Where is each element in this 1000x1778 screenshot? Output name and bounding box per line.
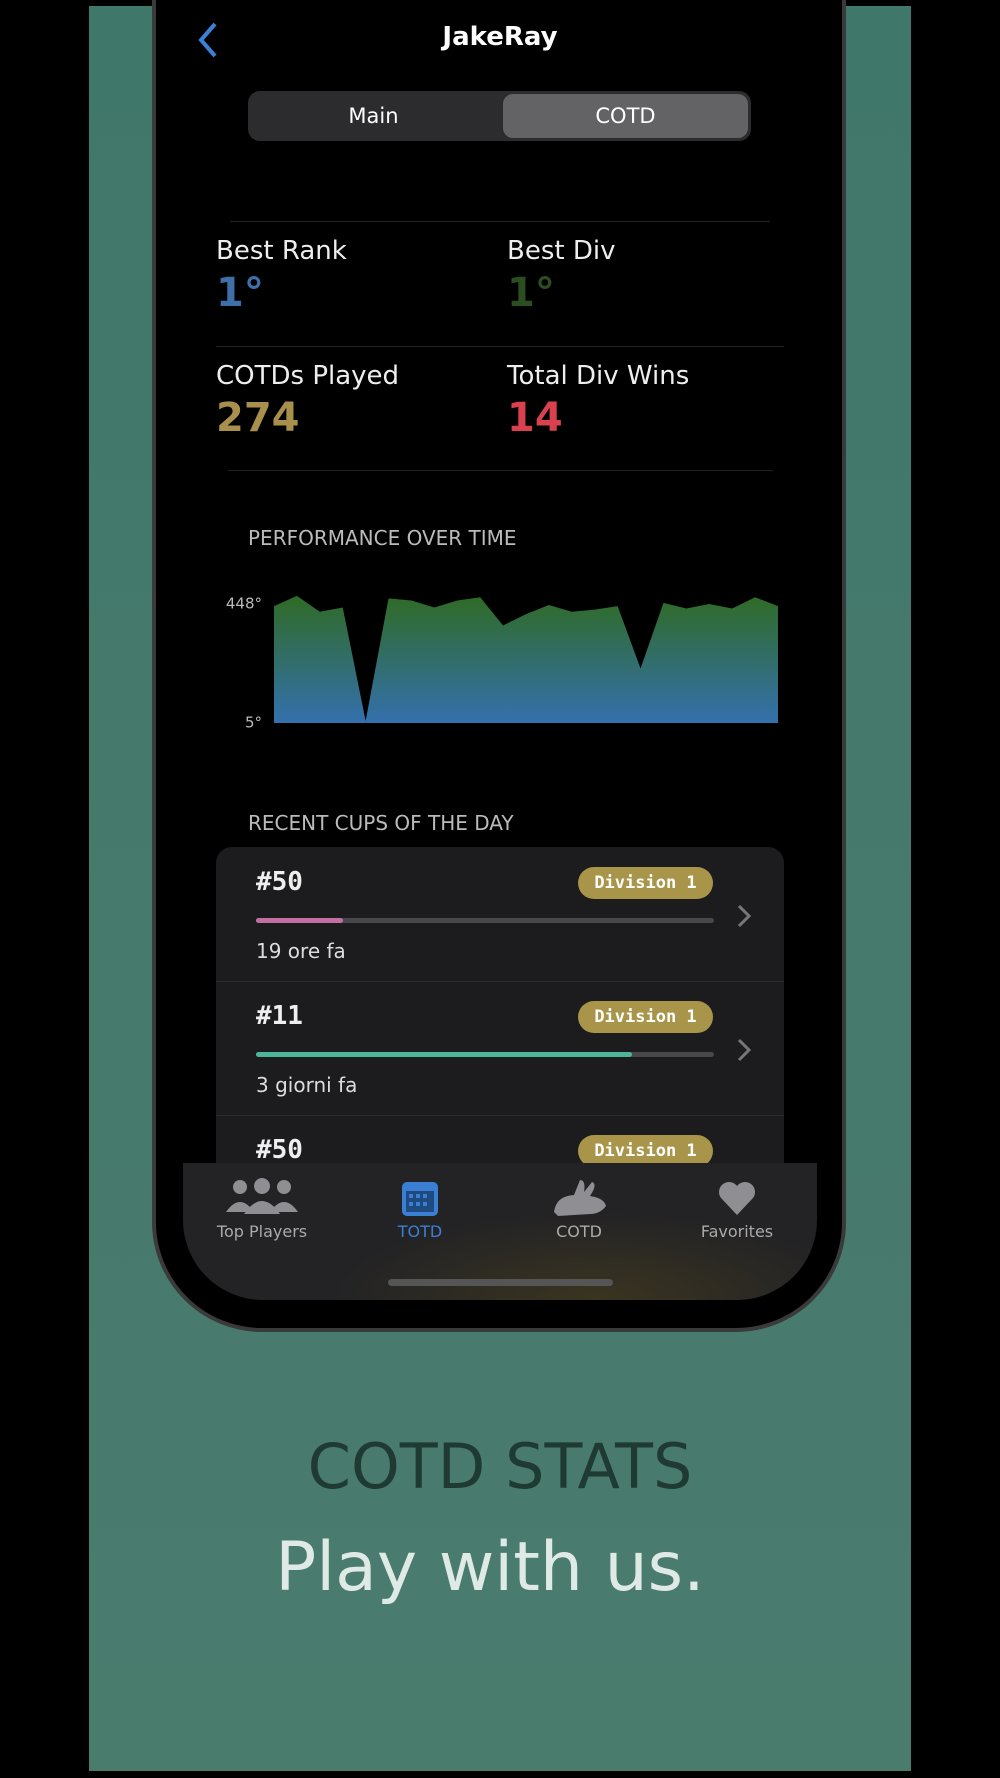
stat-label: COTDs Played	[216, 361, 400, 391]
cup-row[interactable]: #50 Division 1 19 ore fa	[216, 847, 784, 982]
cup-number: #50	[256, 867, 303, 897]
section-title: PERFORMANCE OVER TIME	[248, 526, 517, 550]
stat-value: 14	[507, 395, 563, 441]
chevron	[737, 904, 752, 928]
section-title: RECENT CUPS OF THE DAY	[248, 811, 514, 835]
progress-track	[256, 1052, 714, 1057]
stat-label: Best Div	[507, 236, 616, 266]
stat-label: Best Rank	[216, 236, 347, 266]
tab-icon	[554, 1180, 606, 1216]
home-indicator	[388, 1279, 613, 1286]
tab[interactable]: Top Players	[216, 1222, 308, 1241]
time-ago: 3 giorni fa	[256, 1073, 358, 1097]
chevron	[737, 1038, 752, 1062]
divider	[230, 221, 770, 222]
promo-headline: COTD STATS	[307, 1430, 693, 1503]
progress-track	[256, 918, 714, 923]
stat-value: 1°	[507, 270, 555, 316]
cup-row[interactable]: #50 Division 1	[216, 1115, 784, 1163]
stat-value: 1°	[216, 270, 264, 316]
divider	[216, 346, 784, 347]
tab[interactable]: Favorites	[700, 1222, 774, 1241]
y-tick-label: 5°	[245, 714, 262, 732]
stat-label: Total Div Wins	[507, 361, 690, 391]
tab[interactable]: COTD	[556, 1222, 602, 1241]
segment-selected[interactable]: COTD	[503, 94, 748, 138]
tab-icon	[226, 1178, 298, 1214]
cup-number: #11	[256, 1001, 303, 1031]
progress-fill	[256, 918, 344, 923]
divider	[228, 470, 773, 471]
tab-icon	[719, 1182, 755, 1215]
time-ago: 19 ore fa	[256, 939, 346, 963]
recent-list: #50 Division 1 19 ore fa #11 Division 1 3 gio…	[216, 847, 784, 1163]
progress-fill	[256, 1052, 632, 1057]
tab-icon	[402, 1182, 438, 1216]
promo-tagline: Play with us.	[275, 1528, 705, 1607]
division-badge: Division 1	[578, 1135, 713, 1163]
chevron-path	[737, 904, 752, 928]
area	[274, 595, 778, 723]
chevron-path	[737, 1038, 752, 1062]
performance-chart: 448° 5°	[226, 594, 778, 732]
segment[interactable]: Main	[348, 104, 399, 128]
screen-title: JakeRay	[442, 22, 558, 52]
cup-number: #50	[256, 1135, 303, 1163]
back-button[interactable]	[195, 20, 221, 60]
y-tick-label: 448°	[226, 594, 262, 612]
division-badge: Division 1	[578, 1001, 713, 1033]
stat-value: 274	[216, 395, 300, 441]
segmented-control: Main COTD	[248, 91, 751, 141]
cup-row[interactable]: #11 Division 1 3 giorni fa	[216, 981, 784, 1116]
tab-selected[interactable]: TOTD	[397, 1222, 443, 1241]
division-badge: Division 1	[578, 867, 713, 899]
